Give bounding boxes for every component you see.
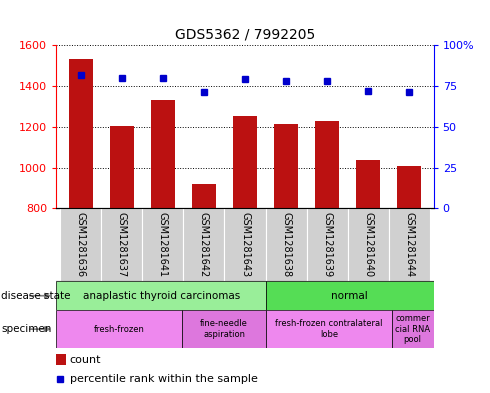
Bar [266,208,307,281]
Bar [389,208,430,281]
Text: fresh-frozen contralateral
lobe: fresh-frozen contralateral lobe [275,320,383,339]
Title: GDS5362 / 7992205: GDS5362 / 7992205 [175,27,315,41]
Bar [347,208,389,281]
Text: GSM1281636: GSM1281636 [76,212,86,277]
Bar [56,354,66,365]
Bar [192,184,216,371]
Bar [183,208,224,281]
Text: GSM1281640: GSM1281640 [363,212,373,277]
Text: percentile rank within the sample: percentile rank within the sample [70,374,257,384]
Bar [266,310,392,348]
Bar [110,126,134,371]
Text: GSM1281639: GSM1281639 [322,212,332,277]
Bar [392,310,434,348]
Text: count: count [70,354,101,365]
Bar [266,281,434,310]
Text: GSM1281638: GSM1281638 [281,212,291,277]
Text: GSM1281644: GSM1281644 [404,212,414,277]
Text: fine-needle
aspiration: fine-needle aspiration [200,320,248,339]
Text: anaplastic thyroid carcinomas: anaplastic thyroid carcinomas [82,291,240,301]
Bar [60,208,101,281]
Text: GSM1281642: GSM1281642 [199,212,209,277]
Text: GSM1281641: GSM1281641 [158,212,168,277]
Bar [182,310,266,348]
Text: fresh-frozen: fresh-frozen [94,325,145,334]
Bar [143,208,183,281]
Bar [224,208,266,281]
Bar [397,167,421,371]
Bar [151,100,175,371]
Bar [356,160,380,371]
Bar [56,310,182,348]
Text: GSM1281637: GSM1281637 [117,212,127,277]
Bar [274,124,298,371]
Bar [69,59,93,371]
Bar [307,208,347,281]
Bar [315,121,339,371]
Text: disease state: disease state [1,291,71,301]
Text: commer
cial RNA
pool: commer cial RNA pool [395,314,430,344]
Text: specimen: specimen [1,324,51,334]
Bar [233,116,257,371]
Bar [56,281,266,310]
Text: normal: normal [331,291,368,301]
Bar [101,208,143,281]
Text: GSM1281643: GSM1281643 [240,212,250,277]
